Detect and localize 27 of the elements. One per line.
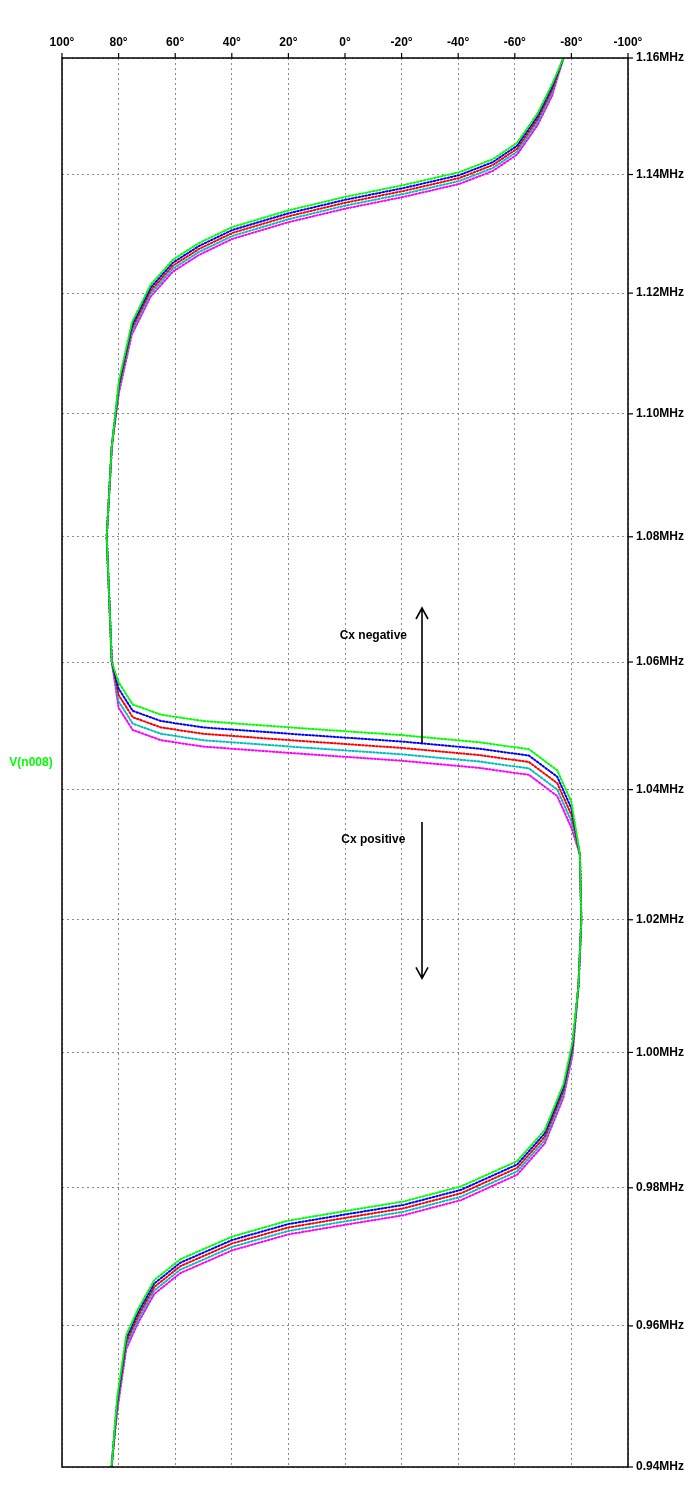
x-tick-label: 40° <box>222 35 242 50</box>
x-tick-label: 100° <box>49 35 75 50</box>
y-tick-label: 1.08MHz <box>636 529 685 544</box>
y-tick-label: 1.10MHz <box>636 406 685 421</box>
x-tick-label: -40° <box>447 35 470 50</box>
x-tick-label: -100° <box>613 35 643 50</box>
y-tick-label: 1.02MHz <box>636 912 685 927</box>
y-tick-label: 1.06MHz <box>636 654 685 669</box>
x-tick-label: 80° <box>109 35 128 50</box>
y-tick-label: 1.16MHz <box>636 50 685 65</box>
x-tick-label: 0° <box>339 35 351 50</box>
x-tick-label: -20° <box>390 35 413 50</box>
x-tick-label: -80° <box>560 35 583 50</box>
y-tick-label: 0.98MHz <box>636 1180 685 1195</box>
y-tick-label: 1.00MHz <box>636 1044 685 1059</box>
text: V(n008) <box>9 754 53 769</box>
annotation: Cx positive <box>341 832 406 847</box>
x-tick-label: 60° <box>166 35 185 50</box>
y-tick-label: 1.14MHz <box>636 166 685 181</box>
x-tick-label: 20° <box>279 35 298 50</box>
x-tick-label: -60° <box>503 35 527 50</box>
y-tick-label: 0.96MHz <box>636 1318 685 1333</box>
annotation: Cx negative <box>339 628 408 642</box>
y-tick-label: 1.12MHz <box>636 285 685 300</box>
y-tick-label: 1.04MHz <box>636 781 685 796</box>
y-tick-label: 0.94MHz <box>636 1459 685 1474</box>
line-series <box>105 58 583 1467</box>
